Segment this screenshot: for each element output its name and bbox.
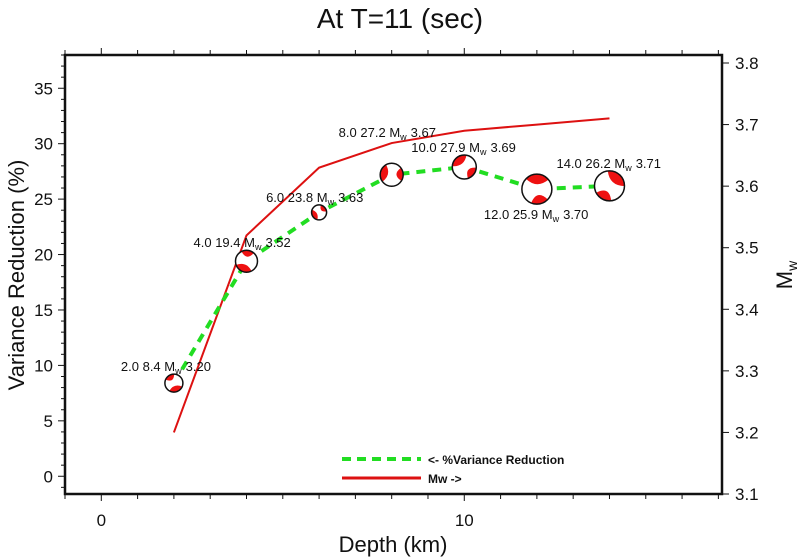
point-vr: 27.9 — [440, 140, 465, 155]
beachball-compression — [236, 263, 252, 273]
point-label: 14.0 26.2 Mw 3.71 — [556, 156, 661, 173]
beachball-marker — [521, 173, 553, 205]
beachball-compression — [525, 174, 549, 185]
point-mw-symbol: M — [542, 207, 553, 222]
mw-line — [172, 117, 610, 433]
point-vr: 23.8 — [288, 190, 313, 205]
y-tick-label: 20 — [34, 246, 53, 265]
point-vr: 27.2 — [360, 125, 385, 140]
y-tick-label: 25 — [34, 190, 53, 209]
y2-tick-label: 3.8 — [735, 54, 759, 73]
y2-tick-label: 3.2 — [735, 423, 759, 442]
y-axis-label: Variance Reduction (%) — [4, 160, 29, 391]
chart-title: At T=11 (sec) — [317, 3, 483, 34]
beachball-outline — [310, 204, 328, 221]
point-mw-symbol: M — [317, 190, 328, 205]
beachball-marker — [379, 162, 404, 187]
beachball-marker — [164, 373, 184, 393]
point-mw-sub: w — [479, 147, 487, 157]
beachball-outline — [234, 249, 259, 273]
point-mw: 3.67 — [411, 125, 436, 140]
beachball-outline — [451, 154, 478, 180]
point-mw-symbol: M — [614, 156, 625, 171]
point-vr: 8.4 — [143, 359, 161, 374]
y2-tick-label: 3.4 — [735, 300, 759, 319]
beachball-outline — [521, 173, 553, 205]
beachball-marker — [310, 204, 328, 221]
beachball-outline — [593, 170, 626, 202]
beachball-compression — [452, 154, 467, 167]
point-label: 6.0 23.8 Mw 3.63 — [266, 190, 363, 207]
y-tick-label: 0 — [44, 467, 53, 486]
point-mw-symbol: M — [244, 235, 255, 250]
beachball-compression — [311, 209, 318, 220]
y2-tick-label: 3.1 — [735, 485, 759, 504]
y2-label-sub: w — [784, 260, 800, 272]
point-mw: 3.69 — [491, 140, 516, 155]
point-mw: 3.70 — [563, 207, 588, 222]
legend-vr-label: <- %Variance Reduction — [428, 453, 564, 467]
point-depth: 4.0 — [193, 235, 211, 250]
y-tick-label: 5 — [44, 412, 53, 431]
beachball-marker — [234, 249, 259, 273]
point-mw-sub: w — [327, 197, 335, 207]
point-mw: 3.63 — [338, 190, 363, 205]
beachball-compression — [596, 190, 612, 201]
y-tick-label: 15 — [34, 301, 53, 320]
point-label: 10.0 27.9 Mw 3.69 — [411, 140, 516, 157]
y2-tick-label: 3.7 — [735, 116, 759, 135]
point-label: 8.0 27.2 Mw 3.67 — [339, 125, 436, 142]
y-tick-label: 10 — [34, 356, 53, 375]
svg-text:Mw: Mw — [772, 260, 800, 289]
point-mw-symbol: M — [389, 125, 400, 140]
y2-axis-label: Mw — [772, 260, 800, 289]
point-mw-sub: w — [552, 214, 560, 224]
point-depth: 12.0 — [484, 207, 509, 222]
point-label: 12.0 25.9 Mw 3.70 — [484, 207, 589, 224]
point-vr: 25.9 — [513, 207, 538, 222]
beachball-marker — [593, 170, 626, 202]
beachball-compression — [320, 205, 327, 212]
y2-tick-label: 3.6 — [735, 177, 759, 196]
point-mw: 3.20 — [186, 359, 211, 374]
beachball-marker — [451, 154, 478, 180]
beachball-compression — [396, 167, 404, 181]
beachball-outline — [379, 162, 404, 187]
point-mw-symbol: M — [469, 140, 480, 155]
x-tick-label: 0 — [97, 511, 106, 530]
point-vr: 19.4 — [215, 235, 240, 250]
beachball-compression — [607, 170, 625, 187]
legend-mw-label: Mw -> — [428, 472, 462, 486]
x-tick-label: 10 — [455, 511, 474, 530]
point-mw-sub: w — [624, 163, 632, 173]
beachball-compression — [165, 374, 175, 381]
x-axis-label: Depth (km) — [339, 532, 448, 557]
plot-frame — [63, 53, 724, 496]
point-depth: 14.0 — [556, 156, 581, 171]
point-mw-symbol: M — [164, 359, 175, 374]
point-mw-sub: w — [254, 242, 262, 252]
beachball-outline — [164, 373, 184, 393]
point-depth: 8.0 — [339, 125, 357, 140]
legend: <- %Variance Reduction Mw -> — [342, 453, 564, 486]
point-mw: 3.71 — [636, 156, 661, 171]
beachball-compression — [467, 167, 477, 179]
y2-tick-label: 3.5 — [735, 239, 759, 258]
y2-label-main: M — [772, 271, 797, 289]
point-mw: 3.52 — [265, 235, 290, 250]
y2-tick-label: 3.3 — [735, 362, 759, 381]
y-tick-label: 35 — [34, 79, 53, 98]
point-depth: 10.0 — [411, 140, 436, 155]
point-mw-sub: w — [174, 366, 182, 376]
point-label: 4.0 19.4 Mw 3.52 — [193, 235, 290, 252]
point-label: 2.0 8.4 Mw 3.20 — [121, 359, 211, 376]
y-tick-label: 30 — [34, 135, 53, 154]
point-depth: 6.0 — [266, 190, 284, 205]
point-vr: 26.2 — [585, 156, 610, 171]
point-mw-sub: w — [399, 132, 407, 142]
point-depth: 2.0 — [121, 359, 139, 374]
